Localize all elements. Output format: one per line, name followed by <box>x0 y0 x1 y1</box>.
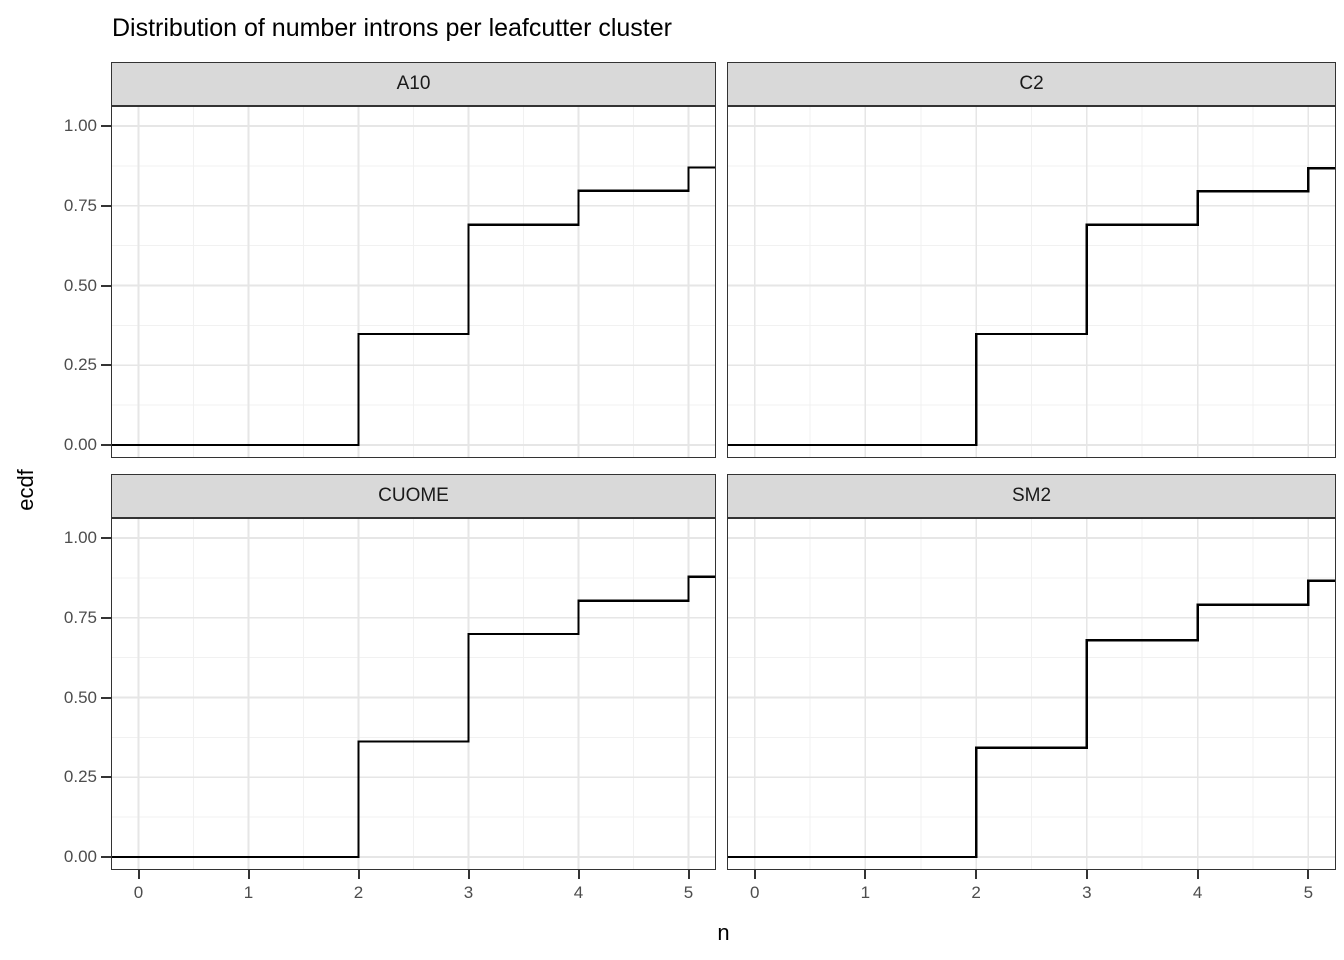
facet-strip-label: SM2 <box>1011 485 1052 506</box>
x-tick-label: 3 <box>1082 883 1092 902</box>
x-tick-mark <box>247 870 250 879</box>
x-tick-label: 4 <box>1192 883 1203 902</box>
facet-strip-label: A10 <box>396 73 431 94</box>
x-tick-mark <box>1307 870 1310 879</box>
x-tick-mark <box>687 870 690 879</box>
ecdf-step-plot-sm2 <box>728 519 1335 869</box>
x-tick-label: 2 <box>971 883 981 902</box>
y-tick-mark <box>101 616 111 619</box>
x-tick-mark <box>577 870 580 879</box>
ecdf-step-plot-cuome <box>112 519 715 869</box>
y-tick-label: 1.00 <box>63 116 97 135</box>
facet-strip-label: C2 <box>1019 73 1044 94</box>
facet-panel-c2 <box>727 106 1336 458</box>
x-tick-mark <box>1196 870 1199 879</box>
facet-strip-c2: C2 <box>727 62 1336 106</box>
facet-panel-a10 <box>111 106 716 458</box>
facet-strip-sm2: SM2 <box>727 474 1336 518</box>
y-tick-label: 0.00 <box>63 847 97 866</box>
x-tick-mark <box>1085 870 1088 879</box>
y-tick-label: 0.25 <box>63 355 97 375</box>
x-tick-label: 1 <box>243 883 254 902</box>
y-tick-label: 0.75 <box>63 195 97 215</box>
y-tick-label: 0.00 <box>63 435 97 454</box>
y-tick-label: 0.75 <box>63 607 97 627</box>
facet-strip-a10: A10 <box>111 62 716 106</box>
y-axis-title: ecdf <box>13 469 38 511</box>
facet-panel-sm2 <box>727 518 1336 870</box>
y-tick-mark <box>101 284 111 287</box>
y-tick-mark <box>101 204 111 207</box>
y-tick-mark <box>101 364 111 367</box>
ecdf-step-plot-c2 <box>728 107 1335 457</box>
facet-panel-cuome <box>111 518 716 870</box>
facet-strip-label: CUOME <box>378 485 449 506</box>
x-tick-mark <box>357 870 360 879</box>
y-tick-label: 0.50 <box>63 687 97 707</box>
y-tick-mark <box>101 696 111 699</box>
y-tick-label: 0.50 <box>63 275 97 295</box>
x-tick-label: 2 <box>353 883 364 902</box>
y-tick-mark <box>101 776 111 779</box>
y-tick-mark <box>101 444 111 446</box>
chart-title: Distribution of number introns per leafc… <box>112 14 672 42</box>
y-tick-mark <box>101 856 111 858</box>
x-tick-label: 5 <box>683 883 694 902</box>
x-tick-label: 0 <box>749 883 760 902</box>
x-tick-mark <box>975 870 978 879</box>
x-tick-label: 3 <box>463 883 474 902</box>
x-tick-mark <box>467 870 470 879</box>
y-tick-mark <box>101 537 111 539</box>
x-tick-mark <box>864 870 867 879</box>
y-tick-label: 1.00 <box>63 528 97 547</box>
x-tick-label: 4 <box>573 883 584 902</box>
y-tick-label: 0.25 <box>63 767 97 787</box>
ecdf-step-plot-a10 <box>112 107 715 457</box>
facet-strip-cuome: CUOME <box>111 474 716 518</box>
x-tick-label: 5 <box>1303 883 1314 902</box>
x-tick-mark <box>137 870 140 879</box>
x-tick-label: 1 <box>860 883 871 902</box>
x-axis-title: n <box>717 920 730 945</box>
x-tick-mark <box>753 870 756 879</box>
x-tick-label: 0 <box>133 883 144 902</box>
y-tick-mark <box>101 125 111 127</box>
